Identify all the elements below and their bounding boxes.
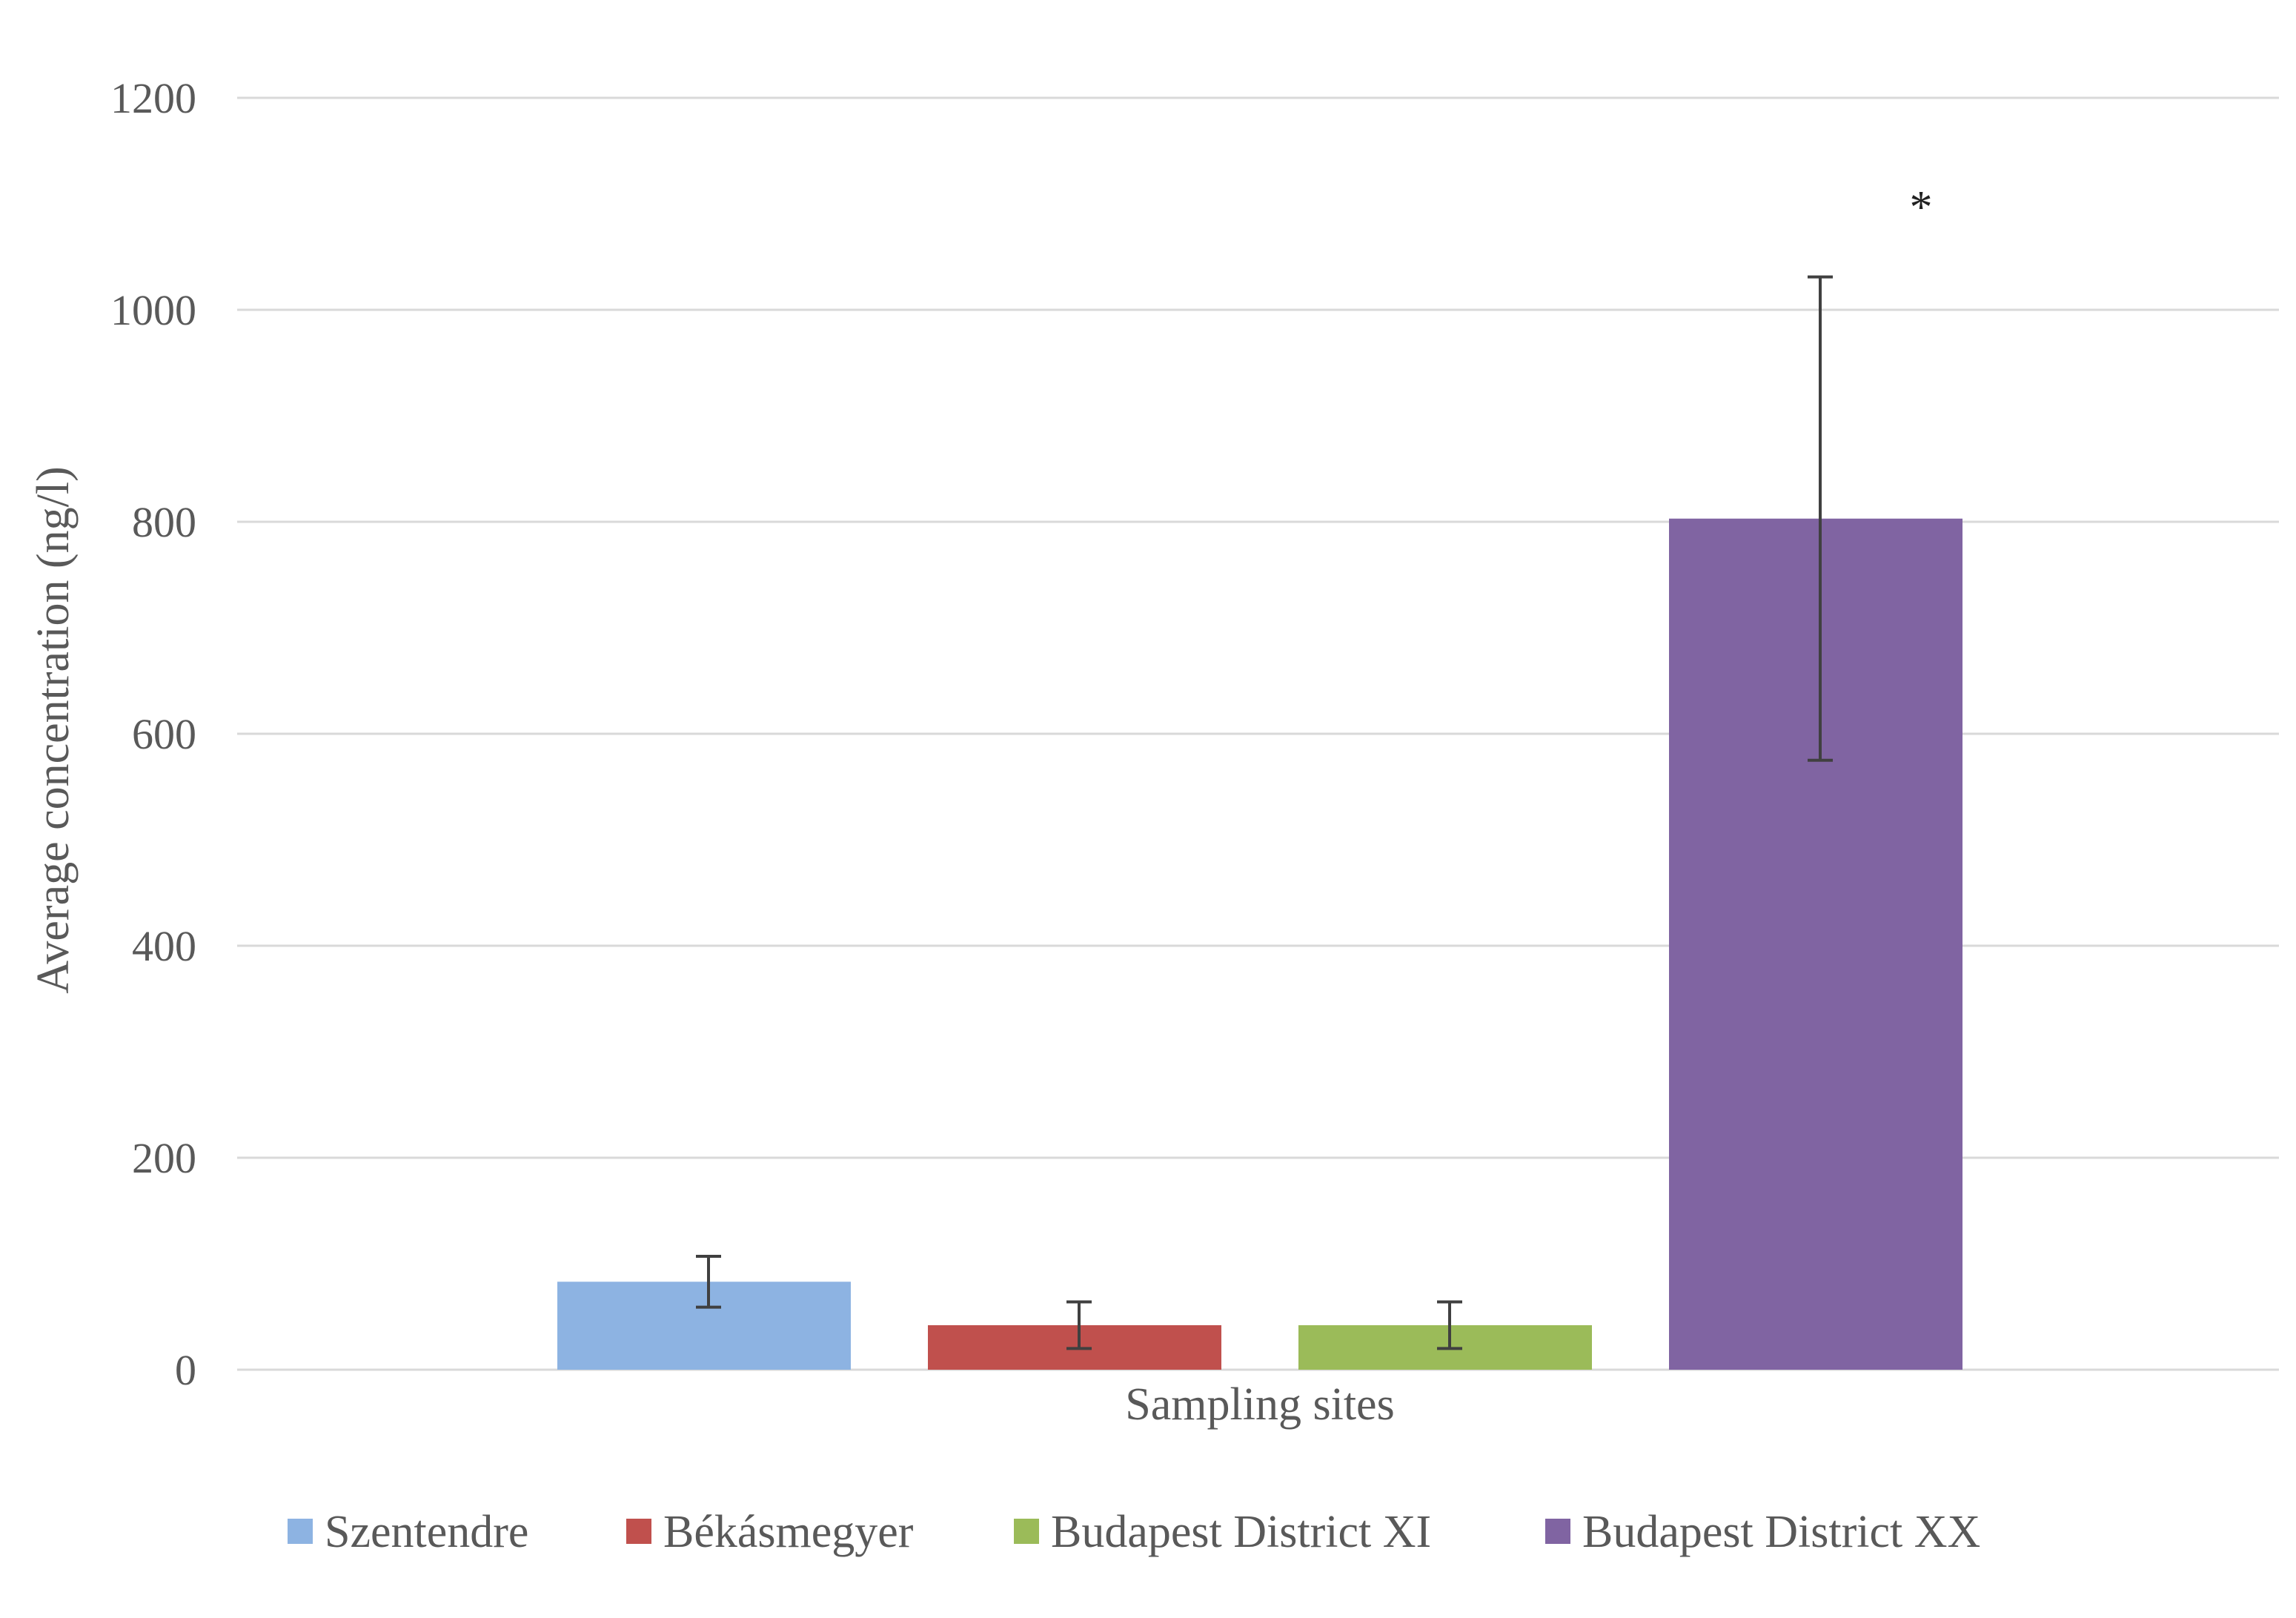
- annotations: *: [1910, 182, 1933, 233]
- legend: Szentendre Békásmegyer Budapest District X…: [288, 1507, 1980, 1557]
- bar-budapest-district-xx: [1669, 518, 1962, 1370]
- legend-label: Budapest District XX: [1582, 1507, 1980, 1557]
- bars: [557, 518, 1962, 1370]
- error-bar-szentendre: [696, 1254, 721, 1309]
- y-axis-title: Average concentration (ng/l): [28, 466, 79, 994]
- legend-label: Budapest District XI: [1051, 1507, 1431, 1557]
- legend-item-bekasmegyer: Békásmegyer: [626, 1507, 914, 1557]
- y-tick-label: 1000: [110, 286, 196, 334]
- error-bar-bekasmegyer: [1066, 1300, 1092, 1350]
- bar-szentendre: [557, 1282, 851, 1370]
- y-tick-label: 0: [175, 1346, 196, 1394]
- y-axis-ticks: 0 200 400 600 800 1000 1200: [110, 74, 196, 1394]
- error-bars: [696, 275, 1833, 1350]
- legend-item-budapest-district-xi: Budapest District XI: [1014, 1507, 1431, 1557]
- y-tick-label: 1200: [110, 74, 196, 122]
- legend-label: Békásmegyer: [663, 1507, 914, 1557]
- legend-swatch: [288, 1519, 313, 1544]
- legend-swatch: [626, 1519, 651, 1544]
- y-tick-label: 600: [132, 710, 196, 758]
- x-axis-title: Sampling sites: [1125, 1379, 1394, 1430]
- legend-item-szentendre: Szentendre: [288, 1507, 528, 1557]
- legend-swatch: [1545, 1519, 1570, 1544]
- y-tick-label: 200: [132, 1134, 196, 1182]
- gridlines: [237, 96, 2279, 1371]
- legend-label: Szentendre: [325, 1507, 528, 1557]
- significance-asterisk: *: [1910, 182, 1933, 233]
- legend-item-budapest-district-xx: Budapest District XX: [1545, 1507, 1980, 1557]
- error-bar-budapest-district-xx: [1808, 275, 1833, 762]
- y-tick-label: 400: [132, 922, 196, 970]
- legend-swatch: [1014, 1519, 1039, 1544]
- error-bar-budapest-district-xi: [1437, 1300, 1462, 1350]
- y-tick-label: 800: [132, 498, 196, 546]
